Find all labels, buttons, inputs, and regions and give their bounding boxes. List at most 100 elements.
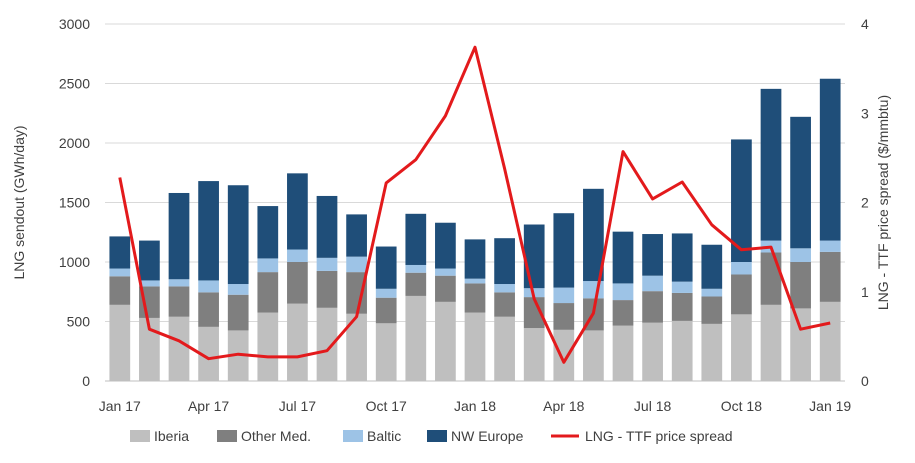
x-tick-label: Jan 17 <box>99 398 141 414</box>
y-tick-label: 2000 <box>59 135 90 151</box>
bar-iberia <box>316 307 338 381</box>
bar-iberia <box>760 304 782 381</box>
y-tick-label: 0 <box>82 373 90 389</box>
bar-nw-europe <box>612 231 634 284</box>
bar-nw-europe <box>671 233 693 282</box>
bar-baltic <box>257 258 279 273</box>
bar-iberia <box>139 317 160 381</box>
price-spread-line <box>118 45 831 364</box>
bar-baltic <box>464 278 486 284</box>
y2-tick-label: 2 <box>861 195 869 211</box>
bar-other-med <box>612 300 634 326</box>
bar-iberia <box>435 301 456 381</box>
bar-baltic <box>287 249 308 262</box>
bar-nw-europe <box>257 206 279 259</box>
bar-iberia <box>375 323 397 381</box>
bar-baltic <box>790 248 811 262</box>
bar-iberia <box>168 316 190 381</box>
bar-other-med <box>257 272 279 313</box>
left-axis-ticks: 0 500 1000 1500 2000 2500 3000 <box>59 16 90 389</box>
y2-tick-label: 1 <box>861 284 869 300</box>
bar-nw-europe <box>139 240 160 281</box>
bar-iberia <box>464 312 486 381</box>
bar-nw-europe <box>731 139 752 262</box>
bar-nw-europe <box>227 185 249 285</box>
bar-nw-europe <box>405 213 427 265</box>
bar-nw-europe <box>346 214 367 257</box>
y-tick-label: 1000 <box>59 254 90 270</box>
x-tick-label: Apr 17 <box>188 398 229 414</box>
bar-baltic <box>316 257 338 271</box>
bar-other-med <box>553 303 575 330</box>
bar-other-med <box>405 272 427 296</box>
bar-nw-europe <box>523 224 545 289</box>
bar-other-med <box>819 251 841 302</box>
bar-nw-europe <box>316 195 338 258</box>
y-tick-label: 1500 <box>59 195 90 211</box>
bar-baltic <box>612 283 634 301</box>
bar-iberia <box>642 322 663 381</box>
bar-iberia <box>612 325 634 381</box>
bar-nw-europe <box>287 173 308 250</box>
bar-baltic <box>583 281 604 299</box>
legend-label: Iberia <box>154 428 189 444</box>
bar-baltic <box>405 264 427 273</box>
legend: Iberia Other Med. Baltic NW Europe LNG - TTF… <box>130 428 733 444</box>
bar-baltic <box>168 279 190 287</box>
bar-iberia <box>405 295 427 381</box>
bar-baltic <box>494 284 515 293</box>
legend-swatch <box>343 430 363 442</box>
bar-nw-europe <box>435 222 456 269</box>
bar-iberia <box>257 312 279 381</box>
x-axis-ticks: Jan 17 Apr 17 Jul 17 Oct 17 Jan 18 Apr 18 Jul … <box>99 398 852 414</box>
bar-nw-europe <box>790 116 811 249</box>
x-tick-label: Jul 18 <box>634 398 672 414</box>
bar-iberia <box>109 304 131 381</box>
bar-iberia <box>198 326 219 381</box>
bar-iberia <box>671 320 693 381</box>
bar-other-med <box>701 296 723 324</box>
bar-baltic <box>819 240 841 252</box>
bar-iberia <box>494 316 515 381</box>
bar-iberia <box>523 328 545 381</box>
bar-other-med <box>642 291 663 323</box>
bar-other-med <box>198 292 219 327</box>
bar-nw-europe <box>583 188 604 282</box>
bar-iberia <box>287 303 308 381</box>
bar-other-med <box>109 276 131 305</box>
bar-nw-europe <box>168 192 190 280</box>
x-tick-label: Jul 17 <box>279 398 317 414</box>
bar-baltic <box>701 288 723 297</box>
bar-nw-europe <box>375 246 397 289</box>
legend-swatch <box>427 430 447 442</box>
bar-other-med <box>316 270 338 308</box>
bar-other-med <box>346 272 367 314</box>
bar-iberia <box>731 314 752 381</box>
bar-nw-europe <box>760 88 782 241</box>
bar-iberia <box>701 323 723 381</box>
bar-baltic <box>671 281 693 293</box>
bar-nw-europe <box>553 213 575 288</box>
legend-label: Other Med. <box>241 428 311 444</box>
bar-baltic <box>109 268 131 277</box>
bar-other-med <box>731 274 752 315</box>
bar-baltic <box>553 287 575 304</box>
bar-nw-europe <box>819 78 841 241</box>
legend-label: Baltic <box>367 428 401 444</box>
bar-baltic <box>375 288 397 298</box>
x-tick-label: Jan 18 <box>454 398 496 414</box>
bar-baltic <box>731 262 752 275</box>
spread-line-layer <box>118 45 831 364</box>
bar-nw-europe <box>109 236 131 269</box>
legend-label: LNG - TTF price spread <box>585 428 733 444</box>
bar-iberia <box>583 330 604 381</box>
stacked-bars <box>109 78 841 381</box>
x-tick-label: Apr 18 <box>543 398 584 414</box>
bar-iberia <box>553 329 575 381</box>
bar-baltic <box>642 275 663 292</box>
bar-nw-europe <box>701 244 723 289</box>
bar-nw-europe <box>642 234 663 276</box>
x-tick-label: Jan 19 <box>809 398 851 414</box>
left-axis-title: LNG sendout (GWh/day) <box>11 125 27 279</box>
